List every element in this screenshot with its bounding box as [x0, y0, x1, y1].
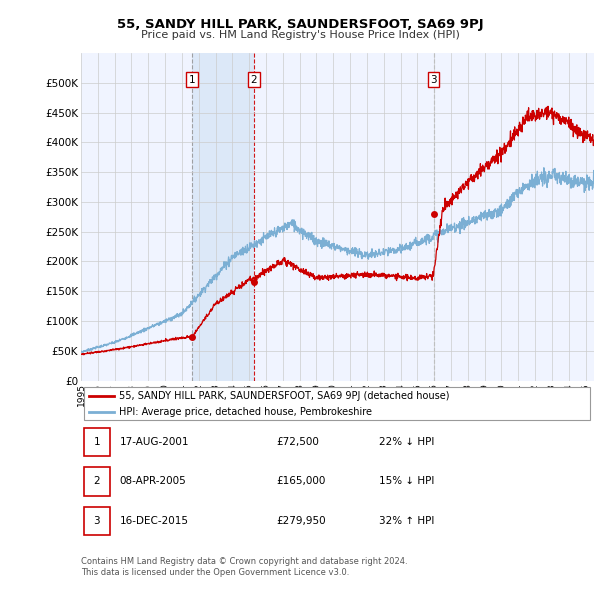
Text: 3: 3: [430, 75, 437, 85]
Text: 17-AUG-2001: 17-AUG-2001: [119, 437, 189, 447]
Text: 16-DEC-2015: 16-DEC-2015: [119, 516, 188, 526]
Text: 3: 3: [94, 516, 100, 526]
Text: 1: 1: [94, 437, 100, 447]
Text: £165,000: £165,000: [276, 477, 325, 486]
Text: 55, SANDY HILL PARK, SAUNDERSFOOT, SA69 9PJ (detached house): 55, SANDY HILL PARK, SAUNDERSFOOT, SA69 …: [119, 391, 450, 401]
Text: 2: 2: [250, 75, 257, 85]
Text: HPI: Average price, detached house, Pembrokeshire: HPI: Average price, detached house, Pemb…: [119, 407, 373, 417]
Text: 08-APR-2005: 08-APR-2005: [119, 477, 186, 486]
Bar: [193, 53, 254, 381]
FancyBboxPatch shape: [83, 428, 110, 456]
Text: 22% ↓ HPI: 22% ↓ HPI: [379, 437, 434, 447]
Text: 15% ↓ HPI: 15% ↓ HPI: [379, 477, 434, 486]
Text: 2: 2: [94, 477, 100, 486]
Text: £72,500: £72,500: [276, 437, 319, 447]
FancyBboxPatch shape: [83, 467, 110, 496]
FancyBboxPatch shape: [83, 507, 110, 535]
Text: 1: 1: [189, 75, 196, 85]
FancyBboxPatch shape: [83, 386, 590, 421]
Text: Contains HM Land Registry data © Crown copyright and database right 2024.: Contains HM Land Registry data © Crown c…: [81, 557, 407, 566]
Text: £279,950: £279,950: [276, 516, 326, 526]
Text: 32% ↑ HPI: 32% ↑ HPI: [379, 516, 434, 526]
Text: Price paid vs. HM Land Registry's House Price Index (HPI): Price paid vs. HM Land Registry's House …: [140, 31, 460, 40]
Text: This data is licensed under the Open Government Licence v3.0.: This data is licensed under the Open Gov…: [81, 568, 349, 577]
Text: 55, SANDY HILL PARK, SAUNDERSFOOT, SA69 9PJ: 55, SANDY HILL PARK, SAUNDERSFOOT, SA69 …: [116, 18, 484, 31]
